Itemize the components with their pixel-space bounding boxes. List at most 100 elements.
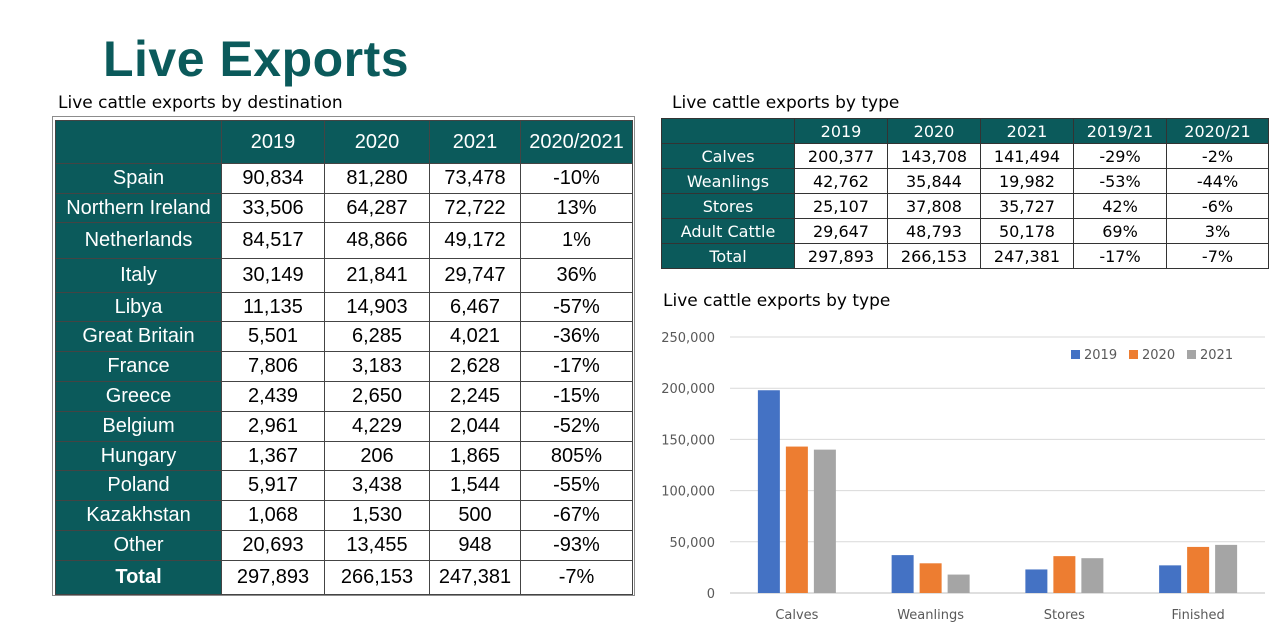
destination-value: 948 [429,530,521,561]
type-name: Adult Cattle [661,218,795,244]
destination-name: Netherlands [55,222,222,259]
destination-value: 4,229 [324,411,430,442]
destination-value: 36% [520,258,633,293]
type-value: 266,153 [887,243,981,269]
type-row: Adult Cattle 29,647 48,793 50,178 69% 3% [661,218,1269,244]
y-tick-label: 150,000 [661,433,715,448]
destination-header-3: 2021 [429,120,521,164]
legend-swatch-2020 [1129,350,1138,359]
destination-value: -36% [520,321,633,352]
type-name: Weanlings [661,168,795,194]
destination-header-2: 2020 [324,120,430,164]
legend-label-2020: 2020 [1142,348,1175,363]
bar-stores-2019 [1025,569,1048,593]
type-value: -29% [1073,143,1167,169]
destination-row: Italy 30,149 21,841 29,747 36% [55,258,633,293]
destination-value: 7,806 [221,351,325,382]
type-header-5: 2020/21 [1166,118,1269,144]
destination-header-1: 2019 [221,120,325,164]
type-value: 35,727 [980,193,1074,219]
type-header-1: 2019 [794,118,888,144]
destination-row: Netherlands 84,517 48,866 49,172 1% [55,222,633,259]
chart-caption: Live cattle exports by type [663,291,891,311]
type-name: Calves [661,143,795,169]
destination-header-blank [55,120,222,164]
x-tick-label: Finished [1171,608,1224,623]
x-tick-label: Weanlings [897,608,964,623]
type-row: Stores 25,107 37,808 35,727 42% -6% [661,193,1269,219]
type-header-blank [661,118,795,144]
destination-value: 3,183 [324,351,430,382]
destination-value: -10% [520,163,633,194]
type-header-2: 2020 [887,118,981,144]
type-value: 247,381 [980,243,1074,269]
type-row: Weanlings 42,762 35,844 19,982 -53% -44% [661,168,1269,194]
destination-total-label: Total [55,560,222,595]
y-tick-label: 200,000 [661,382,715,397]
type-bar-chart: 0 50,000 100,000 150,000 200,000 250,000 Calve… [661,331,1265,623]
destination-value: 1,530 [324,500,430,531]
destination-row: Great Britain 5,501 6,285 4,021 -36% [55,321,633,352]
destination-value: 2,628 [429,351,521,382]
type-value: 25,107 [794,193,888,219]
destination-total-value: 247,381 [429,560,521,595]
type-value: 35,844 [887,168,981,194]
destination-table-frame [52,116,635,596]
destination-value: 73,478 [429,163,521,194]
destination-value: 805% [520,441,633,471]
destination-value: 49,172 [429,222,521,259]
destination-name: Kazakhstan [55,500,222,531]
destination-row: Poland 5,917 3,438 1,544 -55% [55,470,633,501]
destination-name: Great Britain [55,321,222,352]
destination-name: France [55,351,222,382]
destination-table-caption: Live cattle exports by destination [58,93,343,113]
bar-calves-2019 [757,390,780,593]
destination-header-4: 2020/2021 [520,120,633,164]
destination-value: 2,961 [221,411,325,442]
type-value: -2% [1166,143,1269,169]
destination-row: Hungary 1,367 206 1,865 805% [55,441,633,471]
legend-label-2019: 2019 [1084,348,1117,363]
destination-value: 48,866 [324,222,430,259]
destination-value: 30,149 [221,258,325,293]
page-title: Live Exports [103,31,410,87]
destination-total-value: -7% [520,560,633,595]
destination-value: 2,650 [324,381,430,412]
destination-row: Other 20,693 13,455 948 -93% [55,530,633,561]
type-value: 42,762 [794,168,888,194]
destination-name: Belgium [55,411,222,442]
destination-name: Poland [55,470,222,501]
destination-value: 14,903 [324,292,430,322]
bar-weanlings-2020 [919,563,942,593]
y-tick-label: 100,000 [661,485,715,500]
destination-value: -57% [520,292,633,322]
type-name: Stores [661,193,795,219]
destination-row: Belgium 2,961 4,229 2,044 -52% [55,411,633,442]
bar-stores-2021 [1081,558,1104,593]
destination-row: Kazakhstan 1,068 1,530 500 -67% [55,500,633,531]
destination-value: 11,135 [221,292,325,322]
bar-stores-2020 [1053,556,1076,593]
type-value: 37,808 [887,193,981,219]
destination-table: 2019 2020 2021 2020/2021 Spain 90,834 81,280 7… [55,120,633,595]
type-value: 19,982 [980,168,1074,194]
destination-total-row: Total 297,893 266,153 247,381 -7% [55,560,633,595]
destination-value: 13,455 [324,530,430,561]
bar-calves-2020 [785,446,808,593]
type-row: Total 297,893 266,153 247,381 -17% -7% [661,243,1269,269]
x-tick-label: Calves [775,608,818,623]
destination-value: 5,917 [221,470,325,501]
destination-value: 72,722 [429,193,521,223]
destination-value: -93% [520,530,633,561]
type-value: -17% [1073,243,1167,269]
type-value: -7% [1166,243,1269,269]
bar-finished-2019 [1159,565,1182,593]
destination-value: -15% [520,381,633,412]
bar-weanlings-2019 [891,555,914,593]
type-header-3: 2021 [980,118,1074,144]
destination-value: -55% [520,470,633,501]
destination-value: 84,517 [221,222,325,259]
y-tick-label: 250,000 [661,331,715,346]
type-row: Calves 200,377 143,708 141,494 -29% -2% [661,143,1269,169]
destination-row: France 7,806 3,183 2,628 -17% [55,351,633,382]
